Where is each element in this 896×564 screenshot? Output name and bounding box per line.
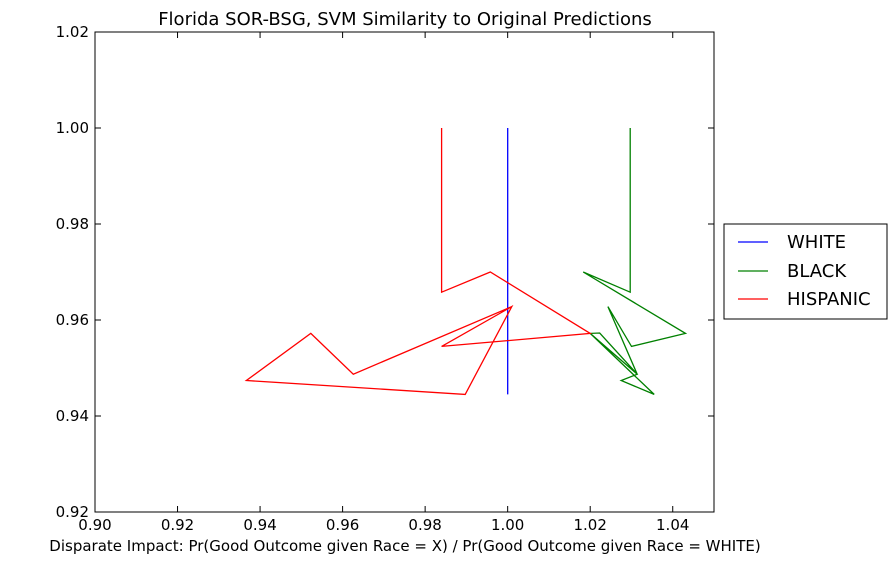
chart-title: Florida SOR-BSG, SVM Similarity to Origi…	[158, 9, 652, 30]
x-tick-label: 1.04	[656, 516, 689, 534]
x-tick-label: 1.02	[573, 516, 606, 534]
y-tick-label: 0.92	[56, 503, 89, 521]
y-tick-label: 0.94	[56, 407, 89, 425]
legend: WHITE BLACK HISPANIC	[723, 223, 888, 320]
legend-label-hispanic: HISPANIC	[787, 289, 871, 310]
y-tick-label: 1.00	[56, 119, 89, 137]
y-tick-label: 1.02	[56, 23, 89, 41]
legend-label-black: BLACK	[787, 261, 847, 282]
legend-label-white: WHITE	[787, 232, 846, 253]
x-tick-label: 0.94	[243, 516, 276, 534]
axis-ticks: 0.90 0.92 0.94 0.96 0.98 1.00 1.02 1.040.920.94…	[56, 23, 714, 534]
x-tick-label: 0.98	[408, 516, 441, 534]
x-tick-label: 1.00	[491, 516, 524, 534]
x-axis-label: Disparate Impact: Pr(Good Outcome given …	[49, 537, 760, 555]
y-tick-label: 0.96	[56, 311, 89, 329]
x-tick-label: 0.92	[161, 516, 194, 534]
x-tick-label: 0.96	[326, 516, 359, 534]
series-line-black	[582, 128, 688, 395]
plot-frame	[94, 31, 715, 513]
y-tick-label: 0.98	[56, 215, 89, 233]
x-tick-label: 0.90	[78, 516, 111, 534]
series-line-hispanic	[244, 128, 593, 396]
series-layer	[244, 128, 688, 396]
